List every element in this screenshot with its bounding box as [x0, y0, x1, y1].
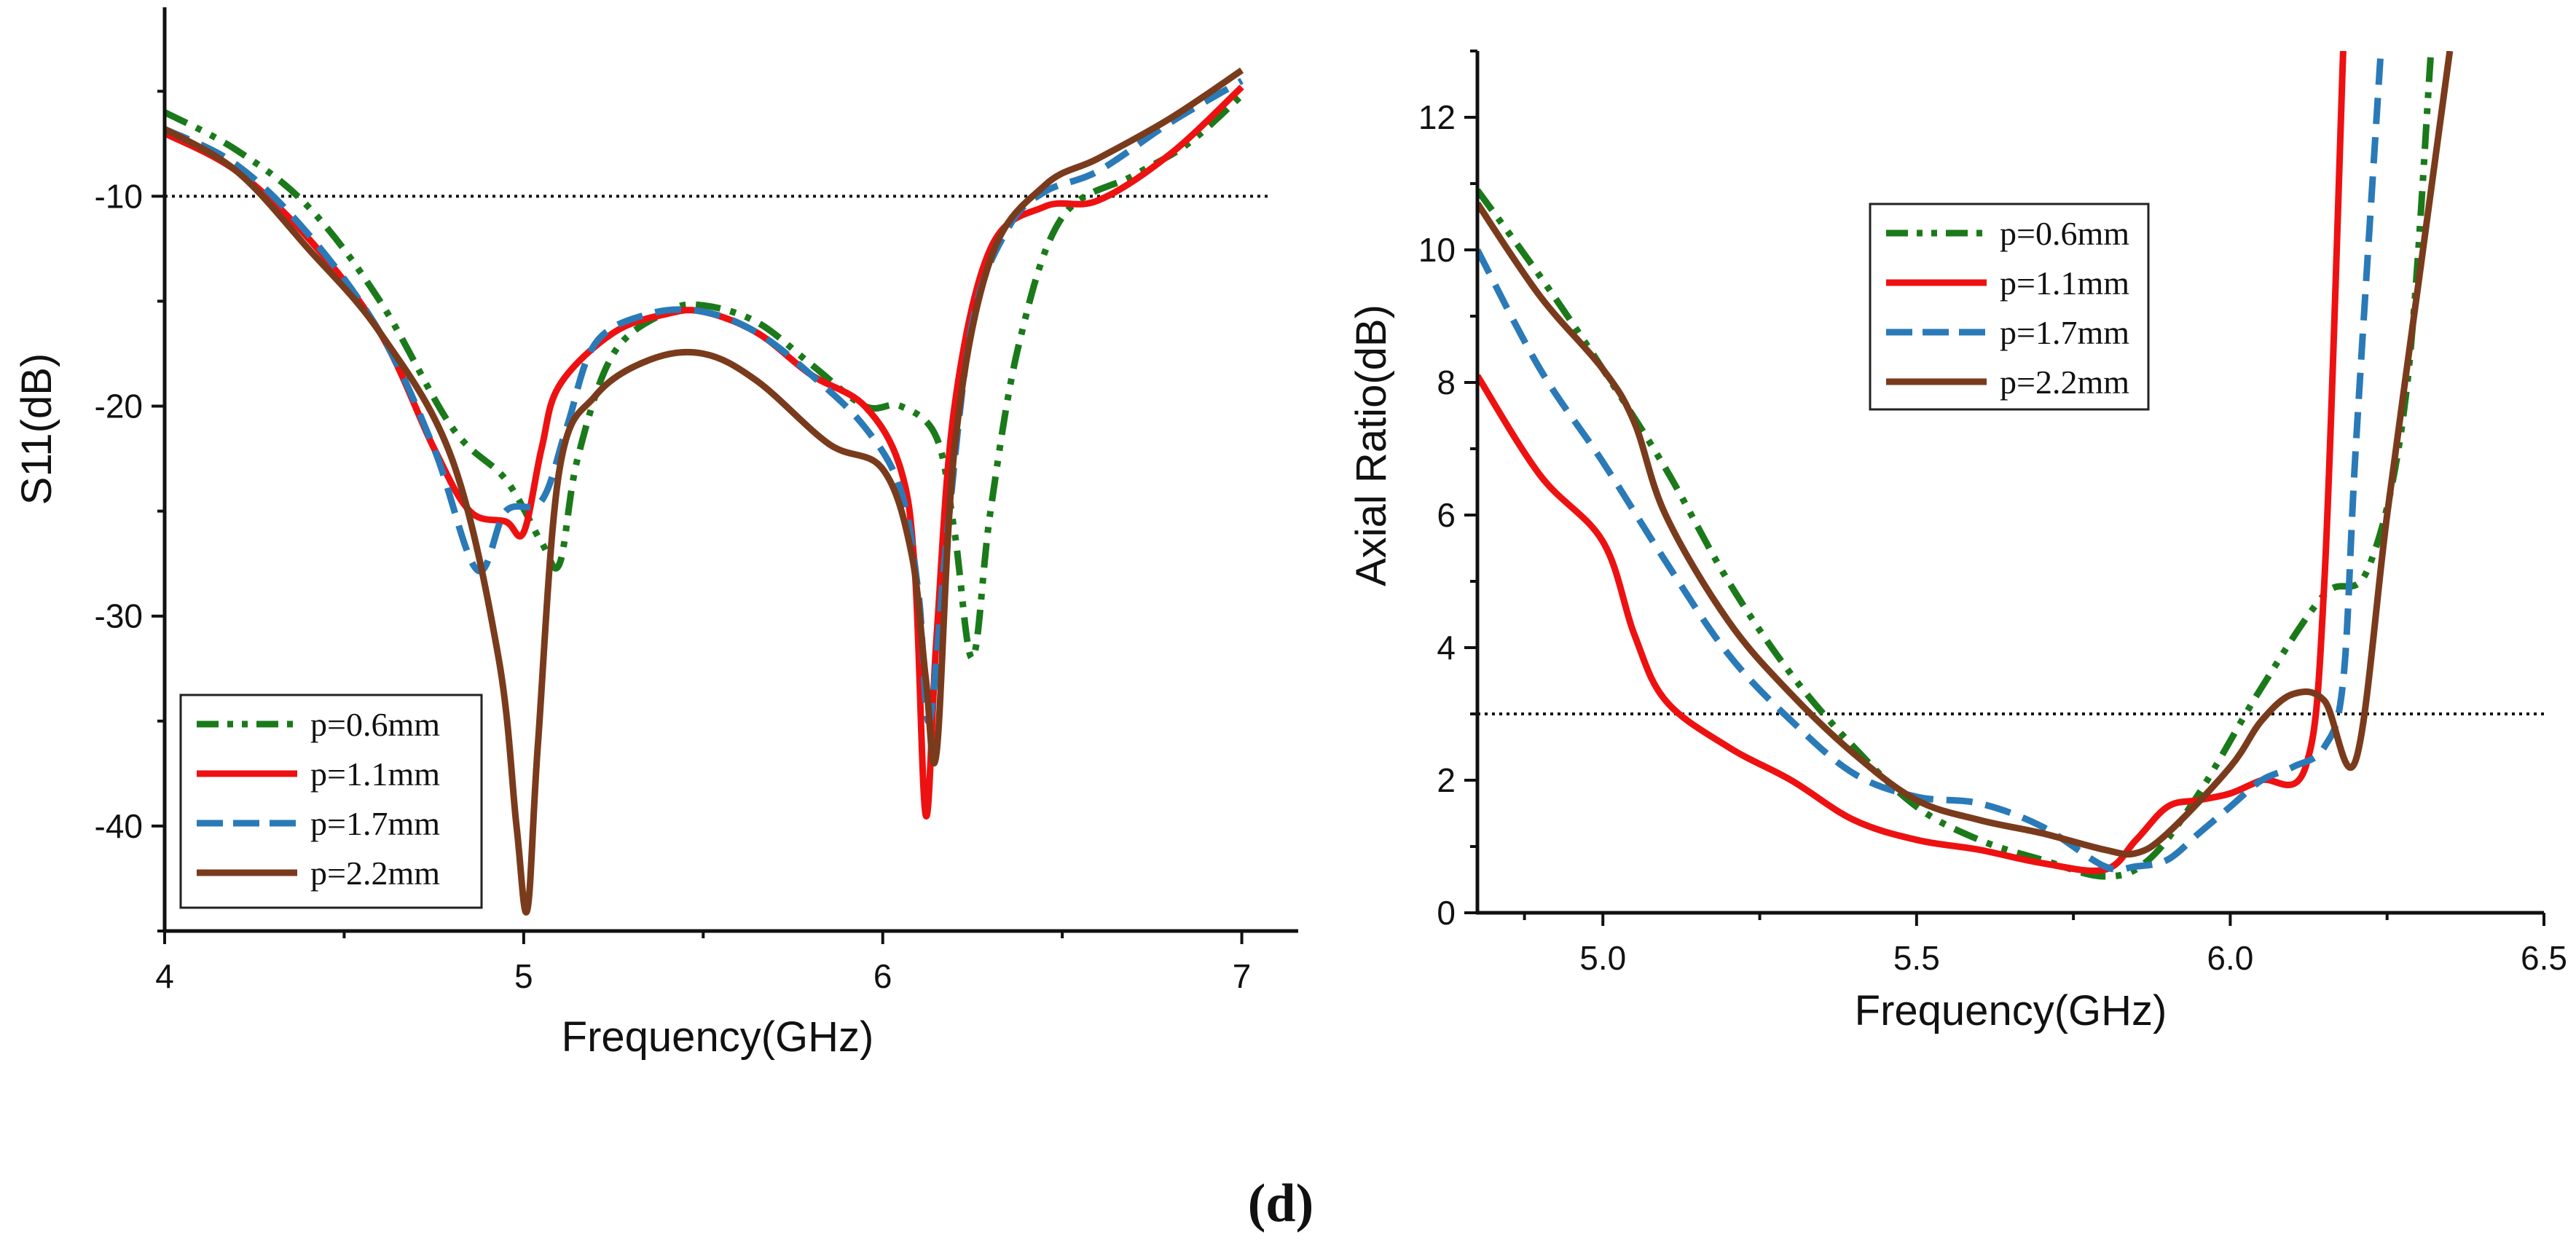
- y-tick-label: 10: [1418, 231, 1456, 269]
- legend: p=0.6mm p=1.1mm p=1.7mm p=2.2mm: [1869, 203, 2150, 411]
- x-tick-label: 6.5: [2521, 939, 2567, 977]
- x-tick-label: 6: [873, 957, 892, 995]
- legend-label: p=2.2mm: [2000, 364, 2129, 401]
- x-tick-label: 7: [1233, 957, 1252, 995]
- y-tick-label: 0: [1437, 894, 1456, 932]
- x-tick-label: 5.5: [1893, 939, 1940, 977]
- series-line-p=0.6mm: [165, 93, 1244, 661]
- y-tick-label: -10: [95, 177, 143, 215]
- series-line-p=1.1mm: [1477, 51, 2347, 874]
- figure-panel-label: (d): [1248, 1174, 1313, 1233]
- series-line-p=1.7mm: [165, 78, 1244, 726]
- legend-label: p=1.1mm: [2000, 264, 2129, 302]
- y-tick-label: -40: [95, 807, 143, 845]
- legend-label: p=0.6mm: [310, 706, 440, 743]
- legend-label: p=0.6mm: [2000, 215, 2129, 252]
- y-tick-label: 8: [1437, 364, 1456, 401]
- s11-chart: 4 5 6 7 -10 -20 -30 -40 Frequency(GHz) S11(dB) p=0…: [13, 7, 1298, 1061]
- x-axis-title: Frequency(GHz): [562, 1013, 874, 1061]
- legend-label: p=1.1mm: [310, 755, 440, 793]
- series-line-p=2.2mm: [165, 67, 1244, 916]
- series-group: [1477, 51, 2454, 880]
- series-group: [165, 67, 1244, 916]
- y-tick-label: 6: [1437, 496, 1456, 534]
- x-tick-label: 5: [514, 957, 533, 995]
- x-tick-label: 6.0: [2207, 939, 2253, 977]
- y-axis-title: Axial Ratio(dB): [1348, 305, 1395, 586]
- y-tick-label: 2: [1437, 761, 1456, 799]
- series-line-p=0.6mm: [1477, 51, 2435, 880]
- legend-box: [1869, 203, 2150, 411]
- x-tick-label: 4: [155, 957, 174, 995]
- legend: p=0.6mm p=1.1mm p=1.7mm p=2.2mm: [179, 694, 483, 909]
- series-line-p=2.2mm: [1477, 51, 2454, 858]
- y-tick-label: 12: [1418, 98, 1456, 136]
- x-tick-label: 5.0: [1579, 939, 1626, 977]
- y-tick-label: 4: [1437, 629, 1456, 667]
- legend-label: p=2.2mm: [310, 855, 440, 892]
- y-tick-label: -20: [95, 388, 143, 425]
- axial-ratio-chart: 5.0 5.5 6.0 6.5 0 2 4 6 8 10 12 Frequency(GHz) Axial…: [1348, 50, 2567, 1034]
- y-axis-title: S11(dB): [13, 353, 60, 505]
- series-line-p=1.7mm: [1477, 51, 2384, 873]
- legend-label: p=1.7mm: [310, 805, 440, 842]
- legend-label: p=1.7mm: [2000, 314, 2129, 351]
- x-axis-title: Frequency(GHz): [1855, 987, 2167, 1034]
- y-tick-label: -30: [95, 597, 143, 635]
